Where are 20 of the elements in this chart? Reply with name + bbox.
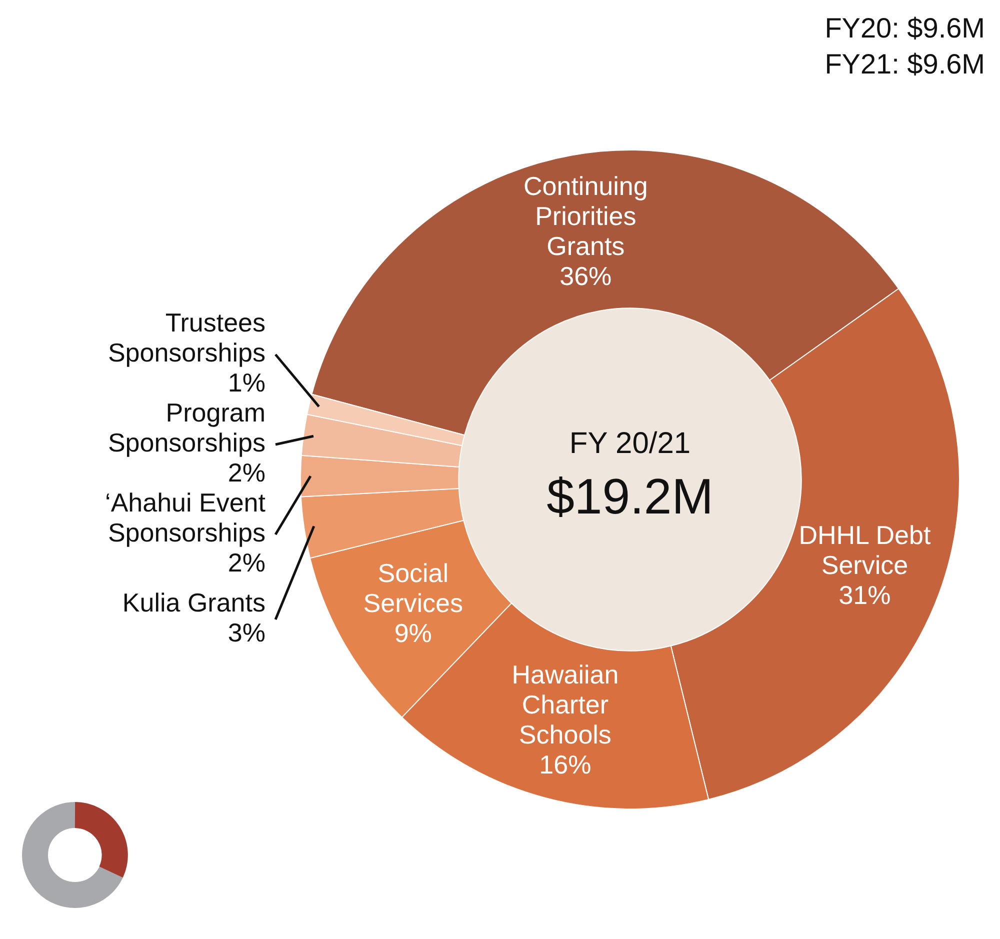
data-label: 3% bbox=[228, 618, 266, 648]
text: FY20: $9.6M bbox=[824, 12, 985, 44]
data-label: 1% bbox=[228, 368, 266, 398]
text: $19.2M bbox=[546, 468, 714, 524]
slice-label: Social Services bbox=[363, 558, 463, 618]
slice-label: ‘Ahahui Event Sponsorships bbox=[105, 488, 266, 548]
data-label: 2% bbox=[228, 548, 266, 578]
data-label: 2% bbox=[228, 458, 266, 488]
data-label: 9% bbox=[394, 618, 432, 648]
data-label: 31% bbox=[838, 580, 891, 610]
slice-label: Trustees Sponsorships bbox=[108, 308, 266, 368]
slice-label: DHHL Debt Service bbox=[798, 520, 932, 580]
slice-label: Kulia Grants bbox=[122, 588, 266, 618]
text: FY 20/21 bbox=[569, 426, 691, 460]
data-label: 16% bbox=[539, 750, 592, 780]
text: FY21: $9.6M bbox=[824, 48, 985, 80]
data-label: 36% bbox=[560, 261, 612, 292]
slice-label: Continuing Priorities Grants bbox=[524, 171, 648, 262]
slice-label: Program Sponsorships bbox=[108, 398, 266, 458]
slice-label: Hawaiian Charter Schools bbox=[512, 660, 619, 750]
